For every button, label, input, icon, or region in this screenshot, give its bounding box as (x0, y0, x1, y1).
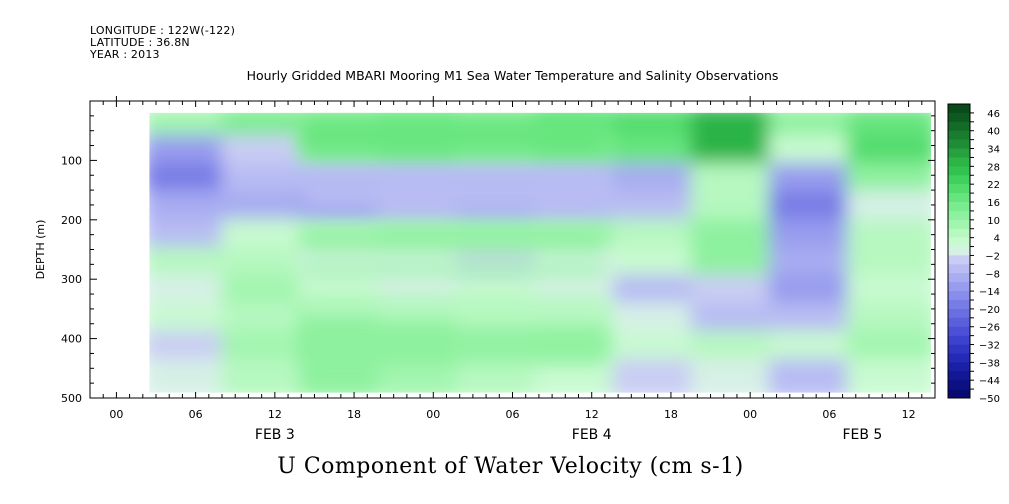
colorbar-segment (948, 130, 970, 140)
y-tick-label: 500 (61, 392, 82, 405)
x-tick-label: 00 (109, 408, 123, 421)
field-cell (377, 358, 469, 393)
colorbar-segment (948, 326, 970, 336)
colorbar-label: 4 (994, 234, 1000, 245)
streak-band (301, 261, 605, 277)
colorbar-segment (948, 112, 970, 123)
colorbar-segment (948, 308, 970, 319)
y-tick-label: 100 (61, 154, 82, 167)
x-tick-label: 00 (743, 408, 757, 421)
field-cell (846, 358, 931, 393)
colorbar-segment (948, 166, 970, 176)
year-label: YEAR : 2013 (90, 48, 160, 61)
chart-title: Hourly Gridded MBARI Mooring M1 Sea Wate… (0, 68, 1009, 83)
longitude-label: LONGITUDE : 122W(-122) (90, 24, 236, 37)
x-axis-label-text: U Component of Water Velocity (cm s-1) (277, 454, 744, 479)
colorbar-frame (947, 103, 971, 399)
x-axis-label: U Component of Water Velocity (cm s-1) (0, 454, 1009, 479)
x-tick-label: 12 (585, 408, 599, 421)
colorbar-label: −38 (979, 358, 1000, 369)
field-cell (456, 358, 547, 393)
colorbar-segment (948, 264, 970, 274)
x-tick-label: 18 (347, 408, 361, 421)
colorbar-label: −2 (985, 251, 1000, 262)
field-cell (612, 358, 703, 393)
field-cell (221, 358, 312, 393)
colorbar-segment (948, 184, 970, 194)
colorbar-segment (948, 255, 970, 265)
colorbar-label: −26 (979, 323, 1000, 334)
colorbar-segment (948, 157, 970, 167)
streak-band (301, 326, 605, 363)
colorbar-segment (948, 148, 970, 158)
latitude-label: LATITUDE : 36.8N (90, 36, 190, 49)
colorbar-segment (948, 246, 970, 256)
field-cell (149, 358, 234, 393)
x-tick-label: 00 (426, 408, 440, 421)
colorbar-segment (948, 389, 970, 399)
date-label: FEB 4 (572, 427, 612, 443)
colorbar-segment (948, 362, 970, 372)
field-cell (690, 358, 781, 393)
x-tick-label: 12 (902, 408, 916, 421)
colorbar-label: −8 (985, 269, 1000, 280)
colorbar-label: −50 (979, 394, 1000, 405)
colorbar-segment (948, 202, 970, 212)
y-axis-label: DEPTH (m) (34, 220, 47, 280)
colorbar-label: 16 (987, 198, 1000, 209)
colorbar-segment (948, 291, 970, 301)
colorbar-segment (948, 121, 970, 132)
colorbar-segment (948, 139, 970, 149)
streak-band (301, 297, 605, 315)
colorbar-label: 28 (987, 162, 1000, 173)
y-tick-label: 200 (61, 214, 82, 227)
colorbar-label: −32 (979, 341, 1000, 352)
x-tick-label: 06 (189, 408, 203, 421)
colorbar-label: 40 (987, 127, 1000, 138)
colorbar-segment (948, 335, 970, 345)
axes: 00 06 12 18 00 06 12 18 00 06 12 FEB 3 FEB 4 FEB 5 100… (61, 96, 936, 443)
field-cell (299, 358, 390, 393)
colorbar-label: 10 (987, 216, 1000, 227)
colorbar-segment (948, 344, 970, 354)
streak-band (301, 175, 605, 211)
chart-title-text: Hourly Gridded MBARI Mooring M1 Sea Wate… (246, 68, 779, 83)
x-tick-label: 06 (822, 408, 836, 421)
field-cell (768, 358, 859, 393)
x-tick-label: 12 (268, 408, 282, 421)
colorbar-segment (948, 273, 970, 283)
colorbar-segment (948, 353, 970, 363)
streak-band (301, 115, 605, 155)
colorbar-label: −44 (979, 376, 1000, 387)
colorbar-label: −14 (979, 287, 1000, 298)
colorbar-segment (948, 371, 970, 381)
x-tick-label: 06 (506, 408, 520, 421)
colorbar-segment (948, 300, 970, 310)
y-tick-label: 400 (61, 333, 82, 346)
colorbar-label: −20 (979, 305, 1000, 316)
velocity-streaks (301, 115, 605, 363)
field-cell (534, 358, 625, 393)
colorbar-segment (948, 317, 970, 328)
colorbar-label: 22 (987, 180, 1000, 191)
colorbar: 46 40 34 28 22 16 10 4 −2 −8 −14 −20 −26 −32 −38 −44 −50 (947, 103, 1000, 405)
colorbar-segment (948, 193, 970, 203)
date-label: FEB 5 (842, 427, 882, 443)
colorbar-segment (948, 219, 970, 230)
streak-band (301, 228, 605, 250)
colorbar-segment (948, 237, 970, 247)
colorbar-label: 46 (987, 109, 1000, 120)
x-tick-label: 18 (664, 408, 678, 421)
colorbar-segment (948, 380, 970, 390)
colorbar-segment (948, 210, 970, 221)
date-label: FEB 3 (255, 427, 295, 443)
y-tick-label: 300 (61, 273, 82, 286)
colorbar-label: 34 (987, 145, 1000, 156)
colorbar-segment (948, 175, 970, 185)
colorbar-segment (948, 228, 970, 238)
colorbar-segment (948, 282, 970, 292)
colorbar-segment (948, 104, 970, 114)
streak-group (301, 115, 605, 363)
